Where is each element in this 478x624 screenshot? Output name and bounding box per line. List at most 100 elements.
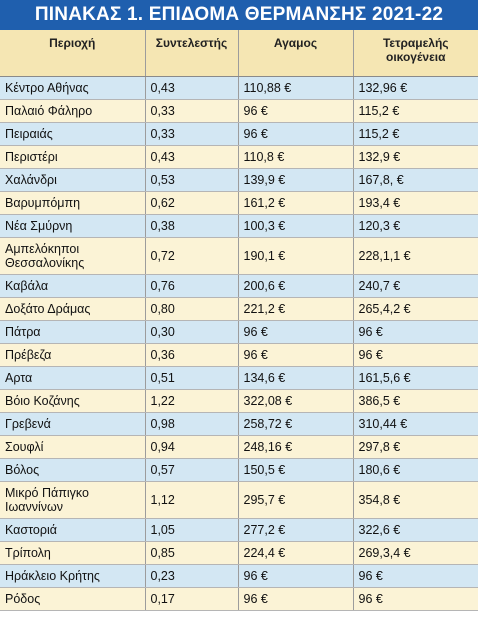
cell-family: 240,7 € xyxy=(353,274,478,298)
cell-area: Βόλος xyxy=(0,458,146,482)
cell-single: 110,88 € xyxy=(238,76,354,100)
cell-single: 96 € xyxy=(238,99,354,123)
table-row: Καστοριά 1,05 277,2 €322,6 € xyxy=(0,518,478,542)
cell-single: 200,6 € xyxy=(238,274,354,298)
cell-area: Καστοριά xyxy=(0,518,146,542)
cell-coefficient: 0,51 xyxy=(145,366,239,390)
cell-single: 139,9 € xyxy=(238,168,354,192)
cell-family: 115,2 € xyxy=(353,122,478,146)
cell-family: 228,1,1 € xyxy=(353,237,478,275)
cell-area: Βόιο Κοζάνης xyxy=(0,389,146,413)
header-area: Περιοχή xyxy=(0,30,146,77)
cell-family: 297,8 € xyxy=(353,435,478,459)
cell-single: 96 € xyxy=(238,587,354,611)
cell-area: Σουφλί xyxy=(0,435,146,459)
cell-coefficient: 0,94 xyxy=(145,435,239,459)
cell-single: 190,1 € xyxy=(238,237,354,275)
cell-area: Βαρυμπόμπη xyxy=(0,191,146,215)
cell-family: 180,6 € xyxy=(353,458,478,482)
cell-area: Πάτρα xyxy=(0,320,146,344)
cell-family: 96 € xyxy=(353,587,478,611)
cell-single: 134,6 € xyxy=(238,366,354,390)
cell-coefficient: 0,43 xyxy=(145,76,239,100)
cell-family: 354,8 € xyxy=(353,481,478,519)
table-row: Βαρυμπόμπη 0,62 161,2 €193,4 € xyxy=(0,191,478,215)
cell-coefficient: 0,72 xyxy=(145,237,239,275)
cell-single: 96 € xyxy=(238,343,354,367)
cell-area: Νέα Σμύρνη xyxy=(0,214,146,238)
table-row: Παλαιό Φάληρο 0,33 96 €115,2 € xyxy=(0,99,478,123)
cell-coefficient: 0,33 xyxy=(145,99,239,123)
cell-family: 193,4 € xyxy=(353,191,478,215)
table-row: Βόιο Κοζάνης 1,22 322,08 €386,5 € xyxy=(0,389,478,413)
cell-family: 167,8, € xyxy=(353,168,478,192)
cell-coefficient: 0,36 xyxy=(145,343,239,367)
cell-area: Δοξάτο Δράμας xyxy=(0,297,146,321)
cell-coefficient: 0,85 xyxy=(145,541,239,565)
table-row: Κέντρο Αθήνας 0,43 110,88 €132,96 € xyxy=(0,76,478,100)
cell-area: Παλαιό Φάληρο xyxy=(0,99,146,123)
header-coefficient: Συντελεστής xyxy=(145,30,239,77)
cell-family: 310,44 € xyxy=(353,412,478,436)
cell-single: 258,72 € xyxy=(238,412,354,436)
cell-family: 132,9 € xyxy=(353,145,478,169)
cell-single: 295,7 € xyxy=(238,481,354,519)
cell-coefficient: 0,43 xyxy=(145,145,239,169)
cell-family: 120,3 € xyxy=(353,214,478,238)
table-body: Κέντρο Αθήνας 0,43 110,88 €132,96 € Παλαιό … xyxy=(0,76,478,611)
cell-coefficient: 1,22 xyxy=(145,389,239,413)
cell-family: 132,96 € xyxy=(353,76,478,100)
table-row: Ηράκλειο Κρήτης 0,23 96 €96 € xyxy=(0,564,478,588)
table-title: ΠΙΝΑΚΑΣ 1. ΕΠΙΔΟΜΑ ΘΕΡΜΑΝΣΗΣ 2021-22 xyxy=(0,0,478,30)
header-row: Περιοχή Συντελεστής Αγαμος Τετραμελής οι… xyxy=(0,30,478,77)
cell-coefficient: 0,17 xyxy=(145,587,239,611)
cell-single: 150,5 € xyxy=(238,458,354,482)
cell-single: 100,3 € xyxy=(238,214,354,238)
table-row: Καβάλα 0,76 200,6 €240,7 € xyxy=(0,274,478,298)
cell-area: Αμπελόκηποι Θεσσαλονίκης xyxy=(0,237,146,275)
cell-coefficient: 0,30 xyxy=(145,320,239,344)
cell-coefficient: 0,57 xyxy=(145,458,239,482)
cell-single: 277,2 € xyxy=(238,518,354,542)
table-row: Πρέβεζα 0,36 96 €96 € xyxy=(0,343,478,367)
cell-family: 322,6 € xyxy=(353,518,478,542)
table-row: Δοξάτο Δράμας 0,80 221,2 €265,4,2 € xyxy=(0,297,478,321)
table-row: Γρεβενά 0,98 258,72 €310,44 € xyxy=(0,412,478,436)
cell-coefficient: 0,80 xyxy=(145,297,239,321)
header-single: Αγαμος xyxy=(238,30,354,77)
table-row: Βόλος 0,57 150,5 €180,6 € xyxy=(0,458,478,482)
table-row: Πάτρα 0,30 96 €96 € xyxy=(0,320,478,344)
cell-area: Αρτα xyxy=(0,366,146,390)
cell-single: 110,8 € xyxy=(238,145,354,169)
cell-coefficient: 0,98 xyxy=(145,412,239,436)
cell-family: 96 € xyxy=(353,564,478,588)
cell-single: 224,4 € xyxy=(238,541,354,565)
cell-family: 386,5 € xyxy=(353,389,478,413)
table-row: Χαλάνδρι 0,53 139,9 €167,8, € xyxy=(0,168,478,192)
cell-area: Κέντρο Αθήνας xyxy=(0,76,146,100)
cell-single: 96 € xyxy=(238,122,354,146)
cell-area: Περιστέρι xyxy=(0,145,146,169)
header-family: Τετραμελής οικογένεια xyxy=(353,30,478,77)
cell-family: 96 € xyxy=(353,343,478,367)
cell-area: Γρεβενά xyxy=(0,412,146,436)
table-row: Τρίπολη 0,85 224,4 €269,3,4 € xyxy=(0,541,478,565)
table-row: Πειραιάς 0,33 96 €115,2 € xyxy=(0,122,478,146)
cell-single: 96 € xyxy=(238,564,354,588)
table-row: Αρτα 0,51 134,6 €161,5,6 € xyxy=(0,366,478,390)
cell-area: Καβάλα xyxy=(0,274,146,298)
cell-area: Ρόδος xyxy=(0,587,146,611)
cell-coefficient: 0,53 xyxy=(145,168,239,192)
cell-single: 322,08 € xyxy=(238,389,354,413)
cell-coefficient: 0,38 xyxy=(145,214,239,238)
table-row: Μικρό Πάπιγκο Ιωαννίνων 1,12 295,7 €354,8 … xyxy=(0,481,478,519)
cell-coefficient: 0,23 xyxy=(145,564,239,588)
cell-coefficient: 1,12 xyxy=(145,481,239,519)
cell-coefficient: 0,33 xyxy=(145,122,239,146)
cell-area: Χαλάνδρι xyxy=(0,168,146,192)
cell-coefficient: 1,05 xyxy=(145,518,239,542)
table-row: Ρόδος 0,17 96 €96 € xyxy=(0,587,478,611)
cell-family: 265,4,2 € xyxy=(353,297,478,321)
cell-area: Τρίπολη xyxy=(0,541,146,565)
